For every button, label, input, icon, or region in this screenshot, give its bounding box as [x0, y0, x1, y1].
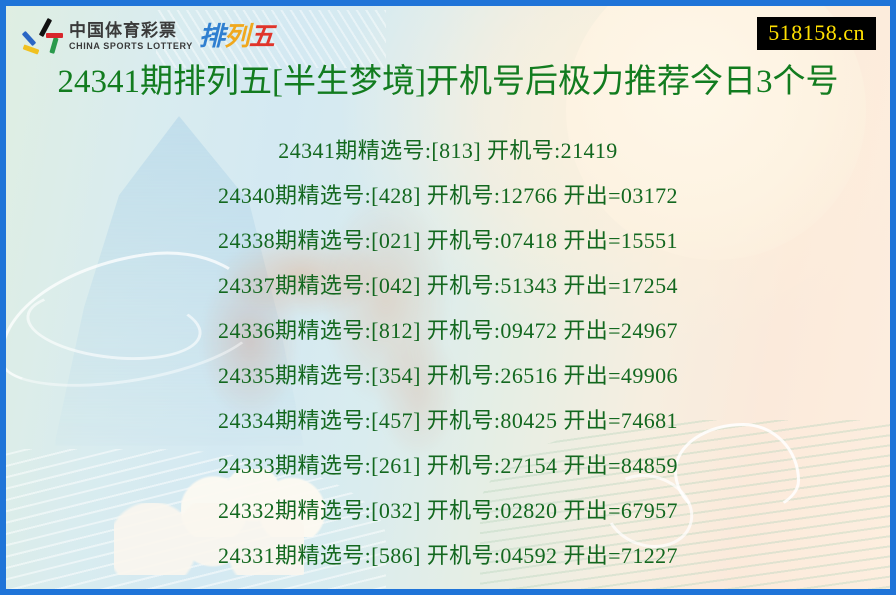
- list-item: 24331期精选号:[586] 开机号:04592 开出=71227: [218, 543, 678, 568]
- site-watermark: 518158.cn: [757, 17, 876, 50]
- list-item: 24341期精选号:[813] 开机号:21419: [278, 138, 618, 163]
- china-sports-lottery-logo-icon: [20, 16, 64, 56]
- game-logo-char-2: 列: [223, 21, 250, 51]
- game-logo-char-1: 排: [198, 21, 225, 51]
- list-item: 24337期精选号:[042] 开机号:51343 开出=17254: [218, 273, 678, 298]
- list-item: 24338期精选号:[021] 开机号:07418 开出=15551: [218, 228, 678, 253]
- game-logo-char-3: 五: [248, 21, 275, 51]
- page-title: 24341期排列五[半生梦境]开机号后极力推荐今日3个号: [57, 64, 839, 100]
- list-item: 24340期精选号:[428] 开机号:12766 开出=03172: [218, 183, 678, 208]
- list-item: 24332期精选号:[032] 开机号:02820 开出=67957: [218, 498, 678, 523]
- list-item: 24333期精选号:[261] 开机号:27154 开出=84859: [218, 453, 678, 478]
- game-logo-pailie-wu: 排列五: [198, 21, 275, 51]
- forecast-list: 24341期精选号:[813] 开机号:21419 24340期精选号:[428…: [6, 128, 890, 578]
- brand-lockup: 中国体育彩票 CHINA SPORTS LOTTERY 排列五: [20, 14, 275, 58]
- list-item: 24336期精选号:[812] 开机号:09472 开出=24967: [218, 318, 678, 343]
- list-item: 24334期精选号:[457] 开机号:80425 开出=74681: [218, 408, 678, 433]
- content-canvas: 中国体育彩票 CHINA SPORTS LOTTERY 排列五 518158.c…: [6, 6, 890, 589]
- brand-name-cn: 中国体育彩票: [69, 20, 177, 40]
- brand-name-en: CHINA SPORTS LOTTERY: [69, 40, 193, 51]
- brand-text-block: 中国体育彩票 CHINA SPORTS LOTTERY: [69, 21, 193, 52]
- header: 中国体育彩票 CHINA SPORTS LOTTERY 排列五 518158.c…: [6, 6, 890, 62]
- list-item: 24335期精选号:[354] 开机号:26516 开出=49906: [218, 363, 678, 388]
